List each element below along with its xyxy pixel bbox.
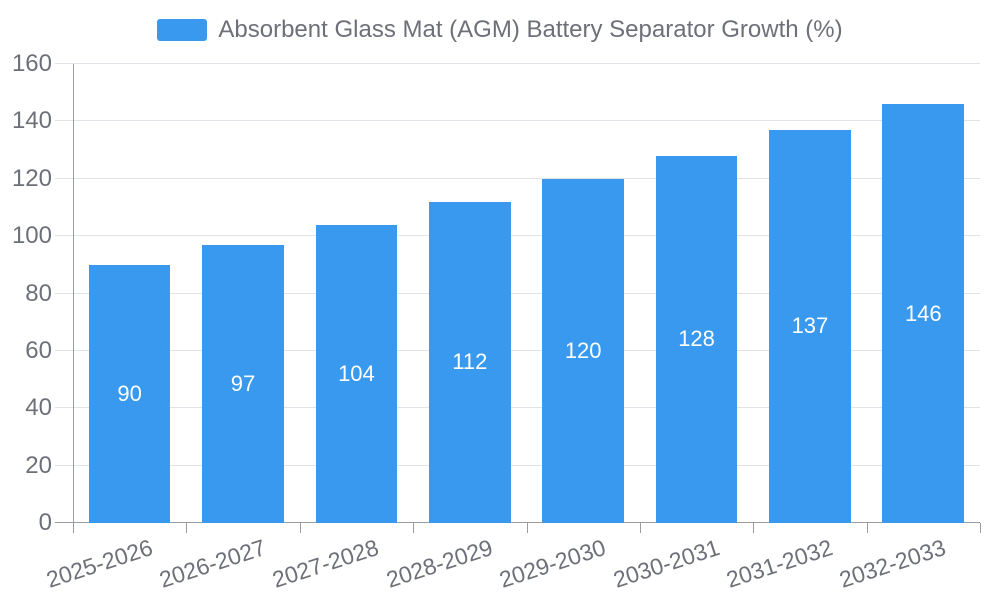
x-axis-tick: [299, 523, 301, 533]
x-axis-tick: [186, 523, 188, 533]
bar-value-label: 97: [230, 370, 256, 396]
bar[interactable]: 137: [769, 129, 851, 523]
bar-value-label: 90: [117, 380, 142, 406]
gridline: [55, 177, 980, 179]
gridline: [55, 235, 980, 237]
y-tick-label: 40: [25, 394, 52, 422]
bar-column: 120: [527, 64, 640, 523]
y-tick-label: 160: [11, 50, 52, 77]
y-axis-zero-tick: [55, 522, 73, 523]
y-tick-label: 140: [11, 107, 52, 135]
bar-value-label: 112: [452, 349, 488, 375]
x-axis-tick: [866, 523, 868, 533]
y-tick-label: 60: [25, 336, 52, 364]
x-axis-tick: [413, 523, 415, 533]
plot-area: 0 20 40 60 80 100 120 140 160 90 97 104 112 120 128 13…: [12, 52, 981, 593]
bar-column: 97: [186, 64, 299, 523]
y-tick-label: 120: [11, 164, 52, 192]
x-axis-tick: [753, 523, 755, 533]
y-tick-label: 80: [25, 279, 52, 307]
x-axis-tick: [639, 523, 641, 533]
gridline: [55, 407, 980, 409]
bar-value-label: 104: [338, 360, 375, 386]
y-tick-label: 20: [25, 451, 52, 479]
bar-value-label: 137: [791, 313, 829, 339]
bar[interactable]: 146: [882, 104, 965, 523]
legend-swatch: [157, 19, 208, 42]
x-axis-tick: [526, 523, 528, 533]
bar[interactable]: 90: [88, 264, 171, 523]
bar-value-label: 120: [564, 337, 602, 363]
gridline: [55, 120, 980, 122]
gridline: [55, 292, 980, 294]
bar[interactable]: 97: [202, 244, 284, 523]
bar-column: 137: [753, 64, 866, 523]
gridline: [55, 349, 980, 351]
legend-item[interactable]: Absorbent Glass Mat (AGM) Battery Separa…: [0, 16, 1000, 43]
bar-column: 90: [73, 64, 186, 523]
bar[interactable]: 128: [655, 155, 738, 523]
bar-column: 146: [867, 64, 980, 523]
gridline: [55, 464, 980, 466]
x-axis-tick: [980, 523, 981, 533]
bar-column: 112: [413, 64, 526, 523]
y-tick-label: 0: [38, 509, 52, 536]
bar-value-label: 146: [904, 300, 942, 326]
bar[interactable]: 120: [542, 178, 624, 523]
gridline: [55, 63, 980, 64]
bar[interactable]: 104: [315, 224, 398, 523]
bar-value-label: 128: [678, 326, 715, 352]
bar-column: 104: [300, 64, 413, 523]
y-tick-label: 100: [11, 222, 52, 250]
legend-label: Absorbent Glass Mat (AGM) Battery Separa…: [218, 16, 843, 43]
bar-column: 128: [640, 64, 753, 523]
x-axis-line: [73, 522, 980, 523]
y-axis-line: [73, 64, 74, 523]
x-axis-tick: [73, 523, 74, 533]
bar[interactable]: 112: [428, 201, 511, 523]
